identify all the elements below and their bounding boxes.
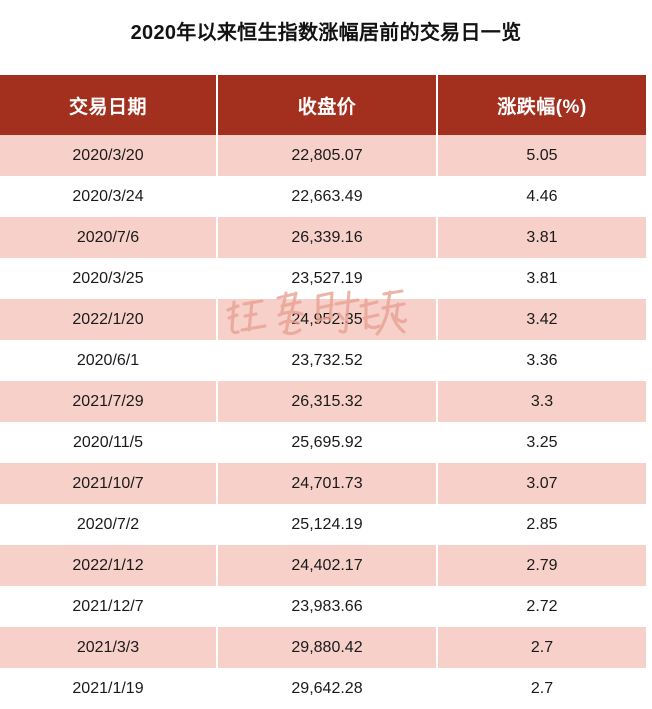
table-row: 2020/7/2 25,124.19 2.85 xyxy=(0,504,646,545)
table-row: 2021/10/7 24,701.73 3.07 xyxy=(0,463,646,504)
cell-change-pct: 2.79 xyxy=(438,545,646,586)
table-row: 2022/1/12 24,402.17 2.79 xyxy=(0,545,646,586)
cell-change-pct: 2.85 xyxy=(438,504,646,545)
cell-date: 2020/3/20 xyxy=(0,135,216,176)
table-row: 2020/3/24 22,663.49 4.46 xyxy=(0,176,646,217)
cell-change-pct: 2.7 xyxy=(438,627,646,668)
cell-date: 2020/6/1 xyxy=(0,340,216,381)
cell-close-price: 22,663.49 xyxy=(218,176,436,217)
cell-date: 2020/7/2 xyxy=(0,504,216,545)
table-row: 2020/3/25 23,527.19 3.81 xyxy=(0,258,646,299)
table-row: 2020/3/20 22,805.07 5.05 xyxy=(0,135,646,176)
cell-date: 2022/1/20 xyxy=(0,299,216,340)
cell-date: 2021/7/29 xyxy=(0,381,216,422)
cell-close-price: 24,952.35 xyxy=(218,299,436,340)
cell-close-price: 24,701.73 xyxy=(218,463,436,504)
cell-close-price: 23,983.66 xyxy=(218,586,436,627)
cell-change-pct: 2.7 xyxy=(438,668,646,709)
cell-date: 2021/3/3 xyxy=(0,627,216,668)
cell-date: 2020/7/6 xyxy=(0,217,216,258)
cell-change-pct: 3.81 xyxy=(438,217,646,258)
cell-date: 2020/3/24 xyxy=(0,176,216,217)
cell-change-pct: 4.46 xyxy=(438,176,646,217)
cell-close-price: 25,695.92 xyxy=(218,422,436,463)
cell-change-pct: 3.81 xyxy=(438,258,646,299)
cell-close-price: 26,339.16 xyxy=(218,217,436,258)
column-header-2: 涨跌幅(%) xyxy=(438,75,646,135)
table-row: 2020/6/1 23,732.52 3.36 xyxy=(0,340,646,381)
table-row: 2022/1/20 24,952.35 3.42 xyxy=(0,299,646,340)
table-row: 2020/7/6 26,339.16 3.81 xyxy=(0,217,646,258)
table-row: 2021/12/7 23,983.66 2.72 xyxy=(0,586,646,627)
cell-change-pct: 3.07 xyxy=(438,463,646,504)
table-row: 2021/1/19 29,642.28 2.7 xyxy=(0,668,646,709)
table-row: 2020/11/5 25,695.92 3.25 xyxy=(0,422,646,463)
cell-date: 2021/12/7 xyxy=(0,586,216,627)
cell-change-pct: 2.72 xyxy=(438,586,646,627)
cell-change-pct: 5.05 xyxy=(438,135,646,176)
cell-close-price: 26,315.32 xyxy=(218,381,436,422)
cell-date: 2022/1/12 xyxy=(0,545,216,586)
table-header-row: 交易日期 收盘价 涨跌幅(%) xyxy=(0,75,646,135)
cell-close-price: 23,732.52 xyxy=(218,340,436,381)
cell-date: 2020/3/25 xyxy=(0,258,216,299)
cell-date: 2021/10/7 xyxy=(0,463,216,504)
cell-date: 2021/1/19 xyxy=(0,668,216,709)
cell-change-pct: 3.36 xyxy=(438,340,646,381)
column-header-0: 交易日期 xyxy=(0,75,216,135)
cell-close-price: 29,880.42 xyxy=(218,627,436,668)
cell-close-price: 25,124.19 xyxy=(218,504,436,545)
cell-change-pct: 3.25 xyxy=(438,422,646,463)
table-row: 2021/7/29 26,315.32 3.3 xyxy=(0,381,646,422)
data-table: 交易日期 收盘价 涨跌幅(%) 2020/3/20 22,805.07 5.05 2020/… xyxy=(0,75,646,709)
cell-date: 2020/11/5 xyxy=(0,422,216,463)
cell-change-pct: 3.3 xyxy=(438,381,646,422)
page-title: 2020年以来恒生指数涨幅居前的交易日一览 xyxy=(130,22,522,44)
cell-change-pct: 3.42 xyxy=(438,299,646,340)
column-header-1: 收盘价 xyxy=(218,75,436,135)
cell-close-price: 24,402.17 xyxy=(218,545,436,586)
cell-close-price: 29,642.28 xyxy=(218,668,436,709)
cell-close-price: 22,805.07 xyxy=(218,135,436,176)
cell-close-price: 23,527.19 xyxy=(218,258,436,299)
table-row: 2021/3/3 29,880.42 2.7 xyxy=(0,627,646,668)
